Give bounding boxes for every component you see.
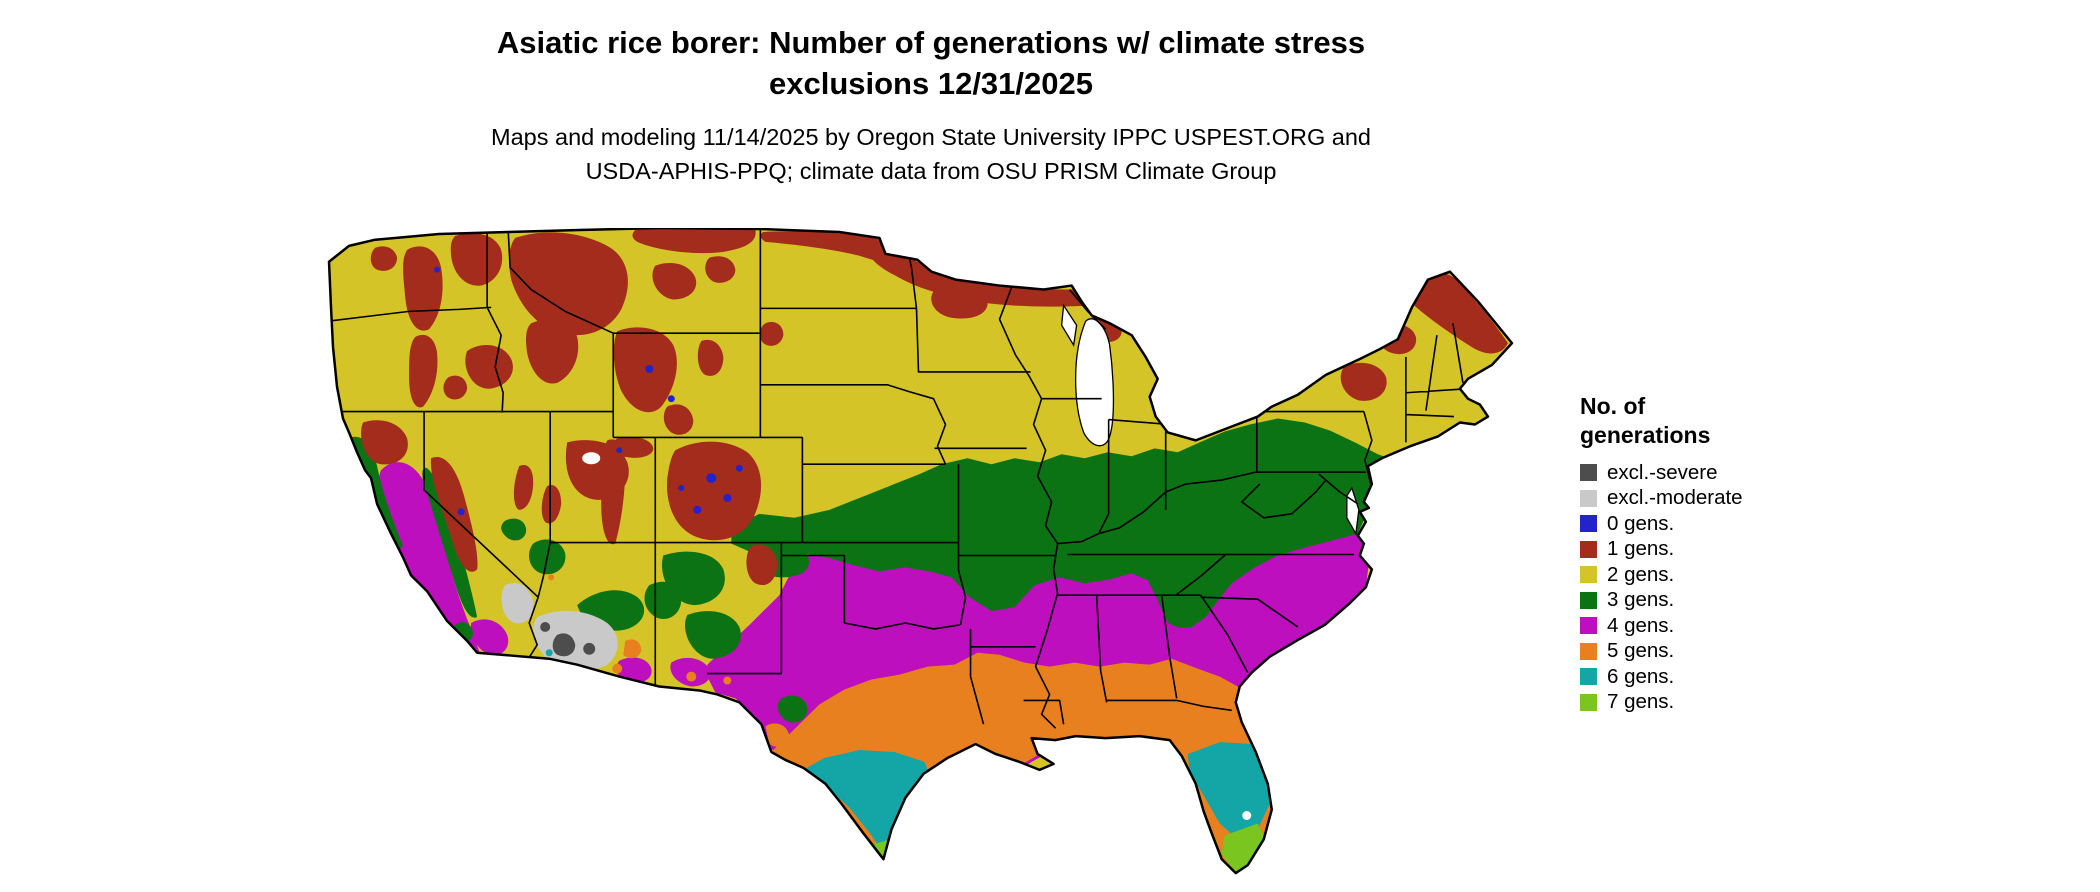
us-outline <box>327 228 1514 875</box>
legend-swatch-excl_moderate <box>1580 489 1597 507</box>
subtitle-line-2: USDA-APHIS-PPQ; climate data from OSU PR… <box>585 158 1277 184</box>
legend-swatch-gens5 <box>1580 642 1597 660</box>
legend-swatch-gens7 <box>1580 693 1597 711</box>
legend-swatch-excl_severe <box>1580 464 1597 482</box>
legend-label-gens1: 1 gens. <box>1607 537 1675 561</box>
green-bay <box>1060 303 1078 347</box>
region-excl-moderate <box>501 583 618 671</box>
map-figure <box>319 228 1540 883</box>
legend-swatch-gens0 <box>1580 515 1597 533</box>
region-excl-severe <box>540 621 596 657</box>
region-0gens <box>434 266 743 516</box>
subtitle-line-1: Maps and modeling 11/14/2025 by Oregon S… <box>491 124 1371 150</box>
legend-label-gens4: 4 gens. <box>1607 613 1675 637</box>
great-salt-lake <box>582 452 601 465</box>
title-line-1: Asiatic rice borer: Number of generation… <box>496 25 1366 60</box>
legend-item-gens4: 4 gens. <box>1580 613 1743 639</box>
region-6gens-specks <box>545 649 553 657</box>
legend-label-gens6: 6 gens. <box>1607 664 1675 688</box>
legend-swatch-gens3 <box>1580 591 1597 609</box>
lake-michigan <box>1075 318 1115 447</box>
region-7gens <box>867 823 1268 872</box>
page-title: Asiatic rice borer: Number of generation… <box>0 22 1862 104</box>
us-map <box>327 228 1514 875</box>
legend-swatch-gens4 <box>1580 617 1597 635</box>
legend-item-excl_moderate: excl.-moderate <box>1580 486 1743 512</box>
legend-label-gens3: 3 gens. <box>1607 588 1675 612</box>
page-subtitle: Maps and modeling 11/14/2025 by Oregon S… <box>0 120 1862 188</box>
legend-item-gens1: 1 gens. <box>1580 537 1743 563</box>
map-regions <box>329 228 1512 874</box>
legend-swatch-gens2 <box>1580 566 1597 584</box>
legend-item-gens7: 7 gens. <box>1580 690 1743 716</box>
legend-swatch-gens1 <box>1580 540 1597 558</box>
legend-title-line-2: generations <box>1580 422 1711 448</box>
legend-item-gens0: 0 gens. <box>1580 511 1743 537</box>
title-line-2: exclusions 12/31/2025 <box>768 66 1093 101</box>
legend-item-gens3: 3 gens. <box>1580 588 1743 614</box>
legend-label-excl_severe: excl.-severe <box>1607 460 1718 484</box>
legend-items: excl.-severe excl.-moderate 0 gens. 1 gens.… <box>1580 460 1743 715</box>
lake-okeechobee <box>1242 811 1252 820</box>
map-legend: No. of generations excl.-severe excl.-mod… <box>1580 392 1743 715</box>
legend-item-gens6: 6 gens. <box>1580 664 1743 690</box>
legend-label-gens2: 2 gens. <box>1607 562 1675 586</box>
legend-item-gens2: 2 gens. <box>1580 562 1743 588</box>
legend-label-gens5: 5 gens. <box>1607 639 1675 663</box>
legend-item-gens5: 5 gens. <box>1580 639 1743 665</box>
state-borders <box>329 228 1466 729</box>
legend-item-excl_severe: excl.-severe <box>1580 460 1743 486</box>
legend-label-gens0: 0 gens. <box>1607 511 1675 535</box>
legend-label-gens7: 7 gens. <box>1607 690 1675 714</box>
region-1gen <box>361 228 1508 586</box>
legend-label-excl_moderate: excl.-moderate <box>1607 486 1743 510</box>
legend-swatch-gens6 <box>1580 668 1597 686</box>
legend-title-line-1: No. of <box>1580 393 1646 419</box>
legend-title: No. of generations <box>1580 392 1743 450</box>
